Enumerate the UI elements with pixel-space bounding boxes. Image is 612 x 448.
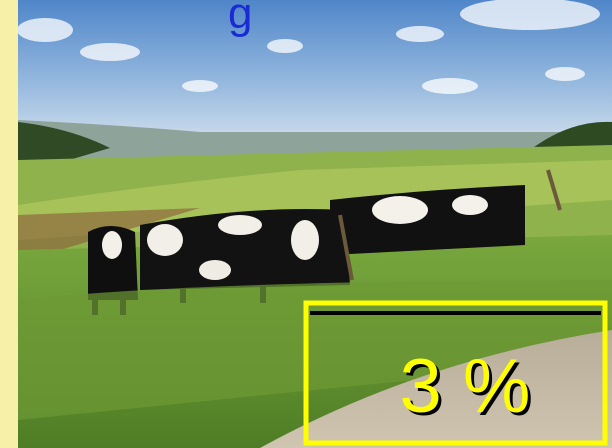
side-strip <box>0 0 18 448</box>
percent-box: 3 % 3 % <box>303 300 608 446</box>
percent-label: 3 % <box>400 344 531 429</box>
field <box>18 160 612 240</box>
clouds <box>18 0 600 94</box>
fence-posts <box>338 169 562 281</box>
percent-shadow: 3 % <box>403 347 534 432</box>
caption: g <box>228 0 252 38</box>
gravel-path <box>260 330 612 448</box>
box-frame <box>303 300 608 446</box>
cows <box>88 185 525 315</box>
